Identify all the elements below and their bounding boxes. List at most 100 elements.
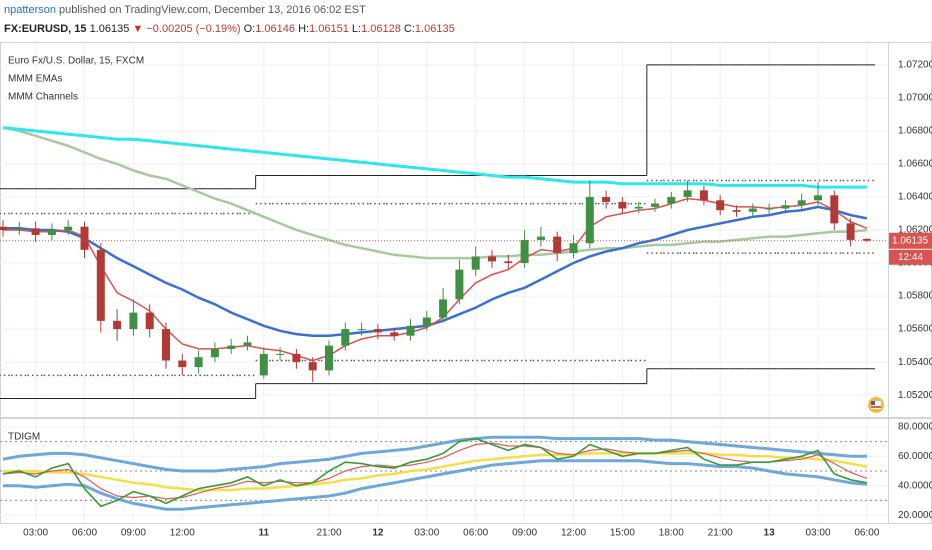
- y-tick-label: 40.0000: [898, 480, 932, 491]
- candle-body: [422, 317, 431, 326]
- candle-body: [732, 210, 741, 212]
- candle-body: [683, 190, 692, 197]
- x-tick-label: 09:00: [121, 528, 146, 539]
- down-arrow: ▼: [132, 23, 144, 35]
- candle-body: [210, 348, 219, 358]
- y-tick-label: 80.0000: [898, 422, 932, 433]
- pane-label: MMM EMAs: [8, 74, 62, 85]
- candle-body: [536, 236, 545, 240]
- candle-body: [797, 200, 806, 206]
- candle-body: [765, 208, 774, 210]
- x-tick-label: 09:00: [512, 528, 537, 539]
- candle-body: [276, 353, 285, 355]
- candle-body: [618, 201, 627, 209]
- candle-body: [47, 230, 56, 235]
- candle-body: [455, 269, 464, 300]
- ohlc-label: H:: [298, 23, 310, 35]
- candle-body: [406, 325, 415, 336]
- candle-body: [129, 312, 138, 330]
- x-tick-label: 21:00: [708, 528, 733, 539]
- countdown-label: 12:44: [898, 252, 923, 263]
- y-tick-label: 20.0000: [898, 510, 932, 521]
- candle-body: [64, 226, 73, 230]
- candle-body: [781, 205, 790, 209]
- y-tick-label: 1.06400: [898, 192, 932, 203]
- ema-line: [2, 126, 868, 260]
- candle-body: [341, 329, 350, 346]
- candle-body: [602, 196, 611, 202]
- symbol: FX:EURUSD, 15: [4, 23, 87, 35]
- candle-body: [80, 226, 89, 250]
- x-tick-label: 03:00: [805, 528, 830, 539]
- candle-body: [520, 239, 529, 264]
- x-tick-label: 06:00: [463, 528, 488, 539]
- x-tick-label: 03:00: [23, 528, 48, 539]
- candle-body: [96, 249, 105, 321]
- author[interactable]: npatterson: [4, 4, 56, 16]
- candle-body: [308, 362, 317, 371]
- last-price-label: 1.06135: [892, 235, 929, 246]
- y-tick-label: 1.06800: [898, 126, 932, 137]
- y-tick-label: 60.0000: [898, 451, 932, 462]
- candle-body: [488, 256, 496, 262]
- y-tick-label: 1.06200: [898, 225, 932, 236]
- candle-body: [862, 238, 871, 241]
- x-tick-label: 21:00: [316, 528, 341, 539]
- candle-body: [830, 195, 839, 224]
- candle-body: [585, 196, 594, 244]
- candle-body: [439, 299, 448, 318]
- x-tick-label: 11: [259, 528, 270, 539]
- candle-body: [716, 200, 725, 211]
- indicator-line: [2, 437, 868, 508]
- last: 1.06135: [89, 23, 130, 35]
- candle-body: [504, 261, 513, 264]
- ohlc-value: 1.06128: [361, 23, 401, 35]
- candle-body: [325, 345, 333, 371]
- change: −0.00205 (−0.19%): [146, 23, 241, 35]
- x-tick-label: 12: [372, 528, 384, 539]
- flag-icon: [868, 397, 884, 413]
- pane-label: Euro Fx/U.S. Dollar, 15, FXCM: [8, 56, 144, 67]
- pane-title: TDIGM: [8, 432, 40, 443]
- y-tick-label: 1.05400: [898, 357, 932, 368]
- y-tick-label: 1.05200: [898, 390, 932, 401]
- candle-body: [667, 196, 676, 204]
- candle-body: [471, 256, 480, 270]
- candle-body: [373, 329, 382, 333]
- flag-body: [871, 401, 881, 409]
- candle-body: [194, 357, 203, 368]
- x-tick-label: 03:00: [414, 528, 439, 539]
- y-tick-label: 1.07200: [898, 59, 932, 70]
- publisher-line: npatterson published on TradingView.com,…: [4, 4, 366, 16]
- indicator-line: [2, 442, 868, 500]
- y-tick-label: 1.05600: [898, 324, 932, 335]
- candle-body: [0, 226, 7, 230]
- y-tick-label: 1.06600: [898, 159, 932, 170]
- candle-body: [178, 360, 187, 368]
- candle-body: [162, 329, 170, 361]
- candle-body: [15, 228, 24, 230]
- candle-body: [846, 223, 855, 240]
- candle-body: [292, 353, 301, 363]
- symbol-line: FX:EURUSD, 15 1.06135 ▼ −0.00205 (−0.19%…: [4, 23, 455, 35]
- ema-line: [2, 126, 867, 189]
- x-tick-label: 12:00: [170, 528, 195, 539]
- candle-body: [553, 236, 562, 254]
- indicator-line: [2, 435, 867, 473]
- candle-body: [814, 195, 822, 201]
- ohlc-label: L:: [351, 23, 362, 35]
- candle-body: [390, 332, 399, 336]
- last-price-tag: [889, 232, 932, 249]
- candle-body: [748, 208, 757, 212]
- x-tick-label: 13: [764, 528, 776, 539]
- ohlc-value: 1.06151: [309, 23, 349, 35]
- y-tick-label: 1.07000: [898, 92, 932, 103]
- x-tick-label: 12:00: [561, 528, 586, 539]
- candle-body: [699, 190, 708, 201]
- candle-body: [634, 206, 643, 209]
- published: published on TradingView.com, December 1…: [59, 4, 366, 16]
- countdown-tag: [889, 249, 932, 265]
- ohlc-value: 1.06135: [414, 23, 455, 35]
- candle-body: [651, 203, 659, 207]
- candle-body: [259, 353, 268, 376]
